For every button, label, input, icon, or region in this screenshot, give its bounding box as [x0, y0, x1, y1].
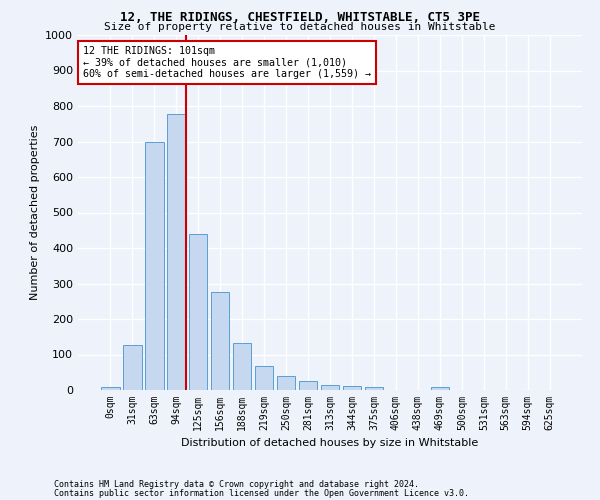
Text: Contains HM Land Registry data © Crown copyright and database right 2024.: Contains HM Land Registry data © Crown c… [54, 480, 419, 489]
Text: Size of property relative to detached houses in Whitstable: Size of property relative to detached ho… [104, 22, 496, 32]
Bar [123, 344, 142, 390]
Bar [277, 376, 295, 390]
Bar [320, 384, 340, 390]
Bar [101, 387, 119, 390]
Text: Contains public sector information licensed under the Open Government Licence v3: Contains public sector information licen… [54, 488, 469, 498]
X-axis label: Distribution of detached houses by size in Whitstable: Distribution of detached houses by size … [181, 438, 479, 448]
Y-axis label: Number of detached properties: Number of detached properties [29, 125, 40, 300]
Text: 12, THE RIDINGS, CHESTFIELD, WHITSTABLE, CT5 3PE: 12, THE RIDINGS, CHESTFIELD, WHITSTABLE,… [120, 11, 480, 24]
Text: 12 THE RIDINGS: 101sqm
← 39% of detached houses are smaller (1,010)
60% of semi-: 12 THE RIDINGS: 101sqm ← 39% of detached… [83, 46, 371, 79]
Bar [255, 366, 274, 390]
Bar [365, 387, 383, 390]
Bar [299, 381, 317, 390]
Bar [189, 234, 208, 390]
Bar [343, 386, 361, 390]
Bar [431, 387, 449, 390]
Bar [167, 114, 185, 390]
Bar [211, 292, 229, 390]
Bar [145, 142, 164, 390]
Bar [233, 343, 251, 390]
